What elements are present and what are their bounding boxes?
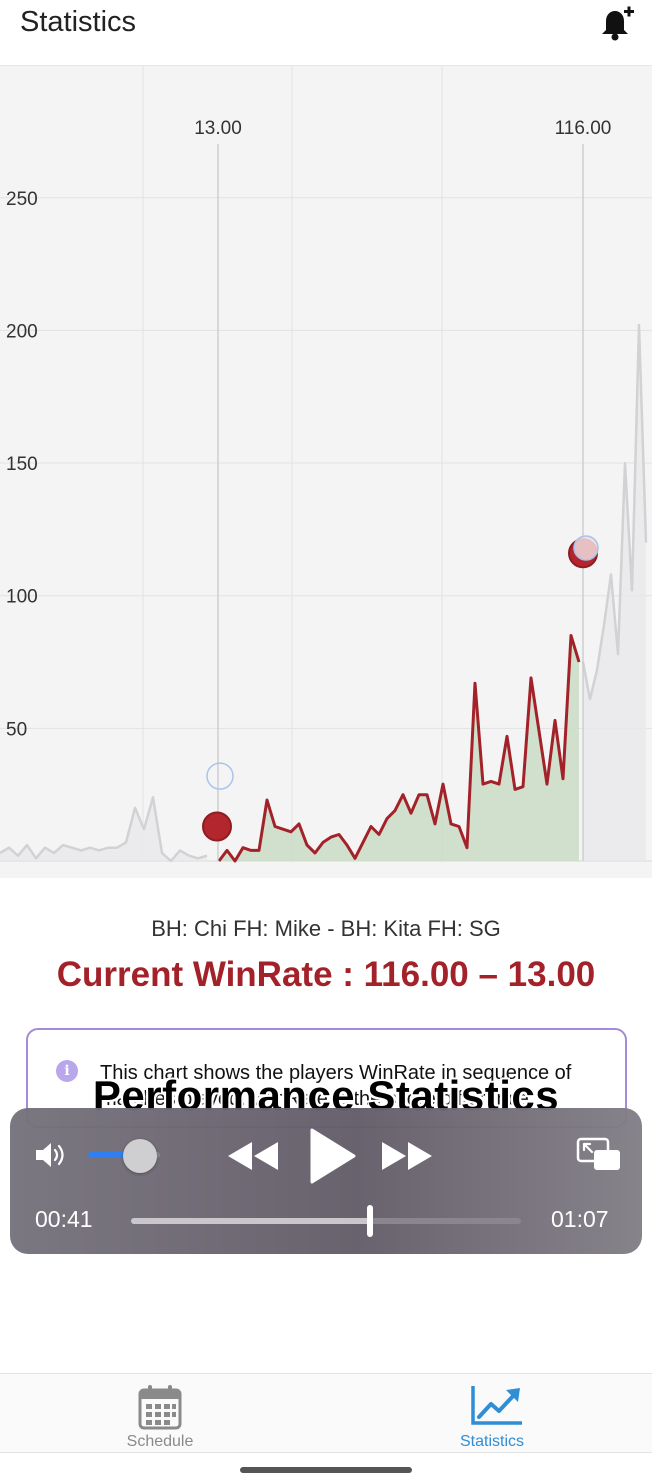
marker-label: 116.00 bbox=[555, 118, 612, 139]
home-indicator bbox=[240, 1467, 412, 1473]
app-header: Statistics bbox=[0, 0, 652, 66]
marker-dot bbox=[202, 811, 232, 842]
marker-hollow-dot bbox=[573, 535, 599, 561]
tab-statistics[interactable]: Statistics bbox=[392, 1374, 592, 1454]
rewind-icon[interactable] bbox=[224, 1138, 282, 1174]
series-future-fill bbox=[583, 325, 646, 862]
tab-schedule-label: Schedule bbox=[126, 1433, 194, 1450]
volume-icon[interactable] bbox=[34, 1140, 70, 1170]
chart-canvas: 250 200 150 100 50 13.00 116.00 bbox=[0, 66, 652, 863]
y-tick-label: 50 bbox=[6, 719, 27, 740]
volume-knob[interactable] bbox=[123, 1139, 157, 1173]
series-history-line bbox=[0, 796, 208, 863]
tab-statistics-label: Statistics bbox=[459, 1433, 524, 1450]
bell-plus-icon[interactable] bbox=[598, 6, 636, 42]
marker-label: 13.00 bbox=[194, 118, 242, 139]
total-time: 01:07 bbox=[551, 1206, 609, 1232]
y-tick-label: 150 bbox=[6, 454, 38, 475]
tab-schedule[interactable]: Schedule bbox=[60, 1374, 260, 1454]
y-tick-label: 200 bbox=[6, 321, 38, 342]
scrubber-track[interactable] bbox=[131, 1218, 521, 1224]
page-title: Statistics bbox=[20, 6, 137, 38]
volume-fill bbox=[88, 1152, 128, 1158]
y-tick-label: 100 bbox=[6, 587, 38, 608]
matchup-label: BH: Chi FH: Mike - BH: Kita FH: SG bbox=[151, 916, 501, 941]
current-winrate: Current WinRate : 116.00 – 13.00 bbox=[56, 955, 596, 994]
y-tick-label: 250 bbox=[6, 189, 38, 210]
media-player[interactable]: 00:41 01:07 bbox=[10, 1108, 642, 1254]
marker-hollow-dot bbox=[206, 762, 234, 790]
play-icon[interactable] bbox=[302, 1126, 358, 1186]
series-future-line bbox=[581, 323, 648, 701]
scrubber-thumb[interactable] bbox=[366, 1205, 373, 1237]
series-main-fill bbox=[219, 635, 579, 861]
info-text: This chart shows the players WinRate in … bbox=[100, 1062, 572, 1110]
info-icon: i bbox=[56, 1060, 78, 1082]
scrubber-fill bbox=[131, 1218, 370, 1224]
series-main-line bbox=[217, 634, 581, 863]
picture-in-picture-icon[interactable] bbox=[576, 1136, 622, 1174]
chart-line-icon bbox=[471, 1386, 522, 1425]
fast-forward-icon[interactable] bbox=[378, 1138, 436, 1174]
current-time: 00:41 bbox=[35, 1206, 93, 1232]
bottom-tab-bar: Schedule Statistics bbox=[0, 1373, 652, 1453]
calendar-icon bbox=[138, 1385, 182, 1430]
winrate-chart[interactable]: 250 200 150 100 50 13.00 116.00 bbox=[0, 66, 652, 878]
